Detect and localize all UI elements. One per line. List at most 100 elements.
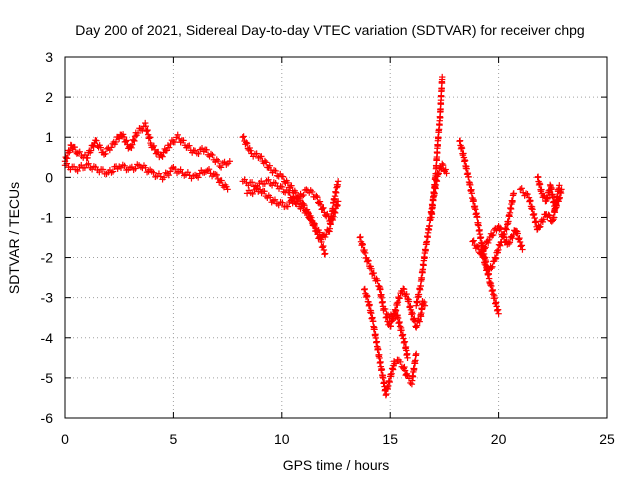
data-point xyxy=(314,194,321,201)
data-point xyxy=(186,142,193,149)
data-point xyxy=(470,197,477,205)
data-point xyxy=(278,183,286,191)
data-point xyxy=(397,358,404,366)
data-point xyxy=(482,244,489,251)
series-track-a xyxy=(61,119,233,171)
data-point xyxy=(428,210,436,218)
y-tick-label: 3 xyxy=(45,49,53,65)
data-point xyxy=(401,338,409,345)
data-point xyxy=(485,236,493,244)
data-point xyxy=(439,73,446,81)
y-tick-label: -3 xyxy=(41,290,54,306)
data-point xyxy=(365,257,372,264)
y-tick-label: -4 xyxy=(41,330,54,346)
data-point xyxy=(120,133,128,141)
data-point xyxy=(194,174,202,181)
data-point xyxy=(469,238,476,245)
data-point xyxy=(334,198,342,205)
data-point xyxy=(150,169,157,176)
data-point xyxy=(558,186,565,193)
data-point xyxy=(371,326,378,333)
data-point xyxy=(195,150,202,158)
data-point xyxy=(123,137,130,144)
data-point xyxy=(426,222,433,229)
y-tick-label: -5 xyxy=(41,370,54,386)
data-point xyxy=(132,165,139,172)
data-point xyxy=(321,251,328,258)
data-point xyxy=(501,230,508,238)
chart-title: Day 200 of 2021, Sidereal Day-to-day VTE… xyxy=(75,22,584,38)
series-track-e xyxy=(243,185,342,225)
data-point xyxy=(316,229,323,236)
data-point xyxy=(489,231,497,239)
y-tick-label: -2 xyxy=(41,250,54,266)
data-point xyxy=(392,307,400,314)
data-point xyxy=(517,186,524,193)
data-point xyxy=(168,164,176,172)
data-point xyxy=(165,171,172,179)
series-track-m xyxy=(478,190,517,278)
data-point xyxy=(537,223,544,230)
data-point xyxy=(146,134,154,141)
data-point xyxy=(474,243,482,251)
data-point xyxy=(522,190,530,197)
data-point xyxy=(435,134,442,141)
x-tick-label: 20 xyxy=(491,431,507,447)
data-point xyxy=(321,250,329,257)
data-point xyxy=(93,137,100,144)
data-point xyxy=(129,141,136,148)
data-point xyxy=(174,131,181,139)
data-point xyxy=(304,208,312,216)
data-point xyxy=(404,354,411,362)
data-point xyxy=(527,197,534,205)
data-point xyxy=(253,150,260,157)
data-point xyxy=(76,148,83,156)
data-point xyxy=(524,190,531,198)
data-point xyxy=(374,277,381,284)
data-point xyxy=(510,190,517,197)
data-point xyxy=(436,114,444,121)
data-point xyxy=(128,144,135,152)
data-point xyxy=(241,176,248,183)
data-point xyxy=(421,302,429,309)
data-point xyxy=(509,197,516,205)
y-tick-label: -6 xyxy=(41,410,54,426)
data-point xyxy=(271,196,279,203)
data-point xyxy=(226,158,233,165)
data-point xyxy=(536,224,543,231)
data-point xyxy=(363,292,370,299)
data-point xyxy=(159,153,166,160)
x-tick-label: 25 xyxy=(599,431,615,447)
data-point xyxy=(439,160,446,168)
data-point xyxy=(415,291,423,298)
data-point xyxy=(496,224,504,231)
data-point xyxy=(99,166,107,173)
data-point xyxy=(262,159,270,166)
data-point xyxy=(536,181,544,188)
data-point xyxy=(205,166,213,173)
data-point xyxy=(359,241,367,248)
data-point xyxy=(218,177,225,184)
data-point xyxy=(261,188,268,195)
data-point xyxy=(284,179,292,187)
data-point xyxy=(85,160,92,167)
series-track-i xyxy=(413,160,450,309)
data-point xyxy=(364,293,371,300)
data-point xyxy=(249,190,256,198)
data-point xyxy=(102,150,109,158)
data-point xyxy=(172,165,179,173)
data-point xyxy=(392,360,400,367)
data-point xyxy=(363,258,371,265)
data-point xyxy=(505,240,513,248)
data-point xyxy=(298,193,306,200)
y-tick-label: 2 xyxy=(45,89,53,105)
data-point xyxy=(366,301,373,309)
series-track-o xyxy=(534,173,565,214)
data-point xyxy=(473,243,481,250)
data-point xyxy=(305,210,312,217)
data-point xyxy=(377,286,384,293)
data-point xyxy=(62,153,69,161)
data-point xyxy=(209,151,216,159)
series-track-f xyxy=(356,233,411,362)
data-point xyxy=(180,137,187,144)
